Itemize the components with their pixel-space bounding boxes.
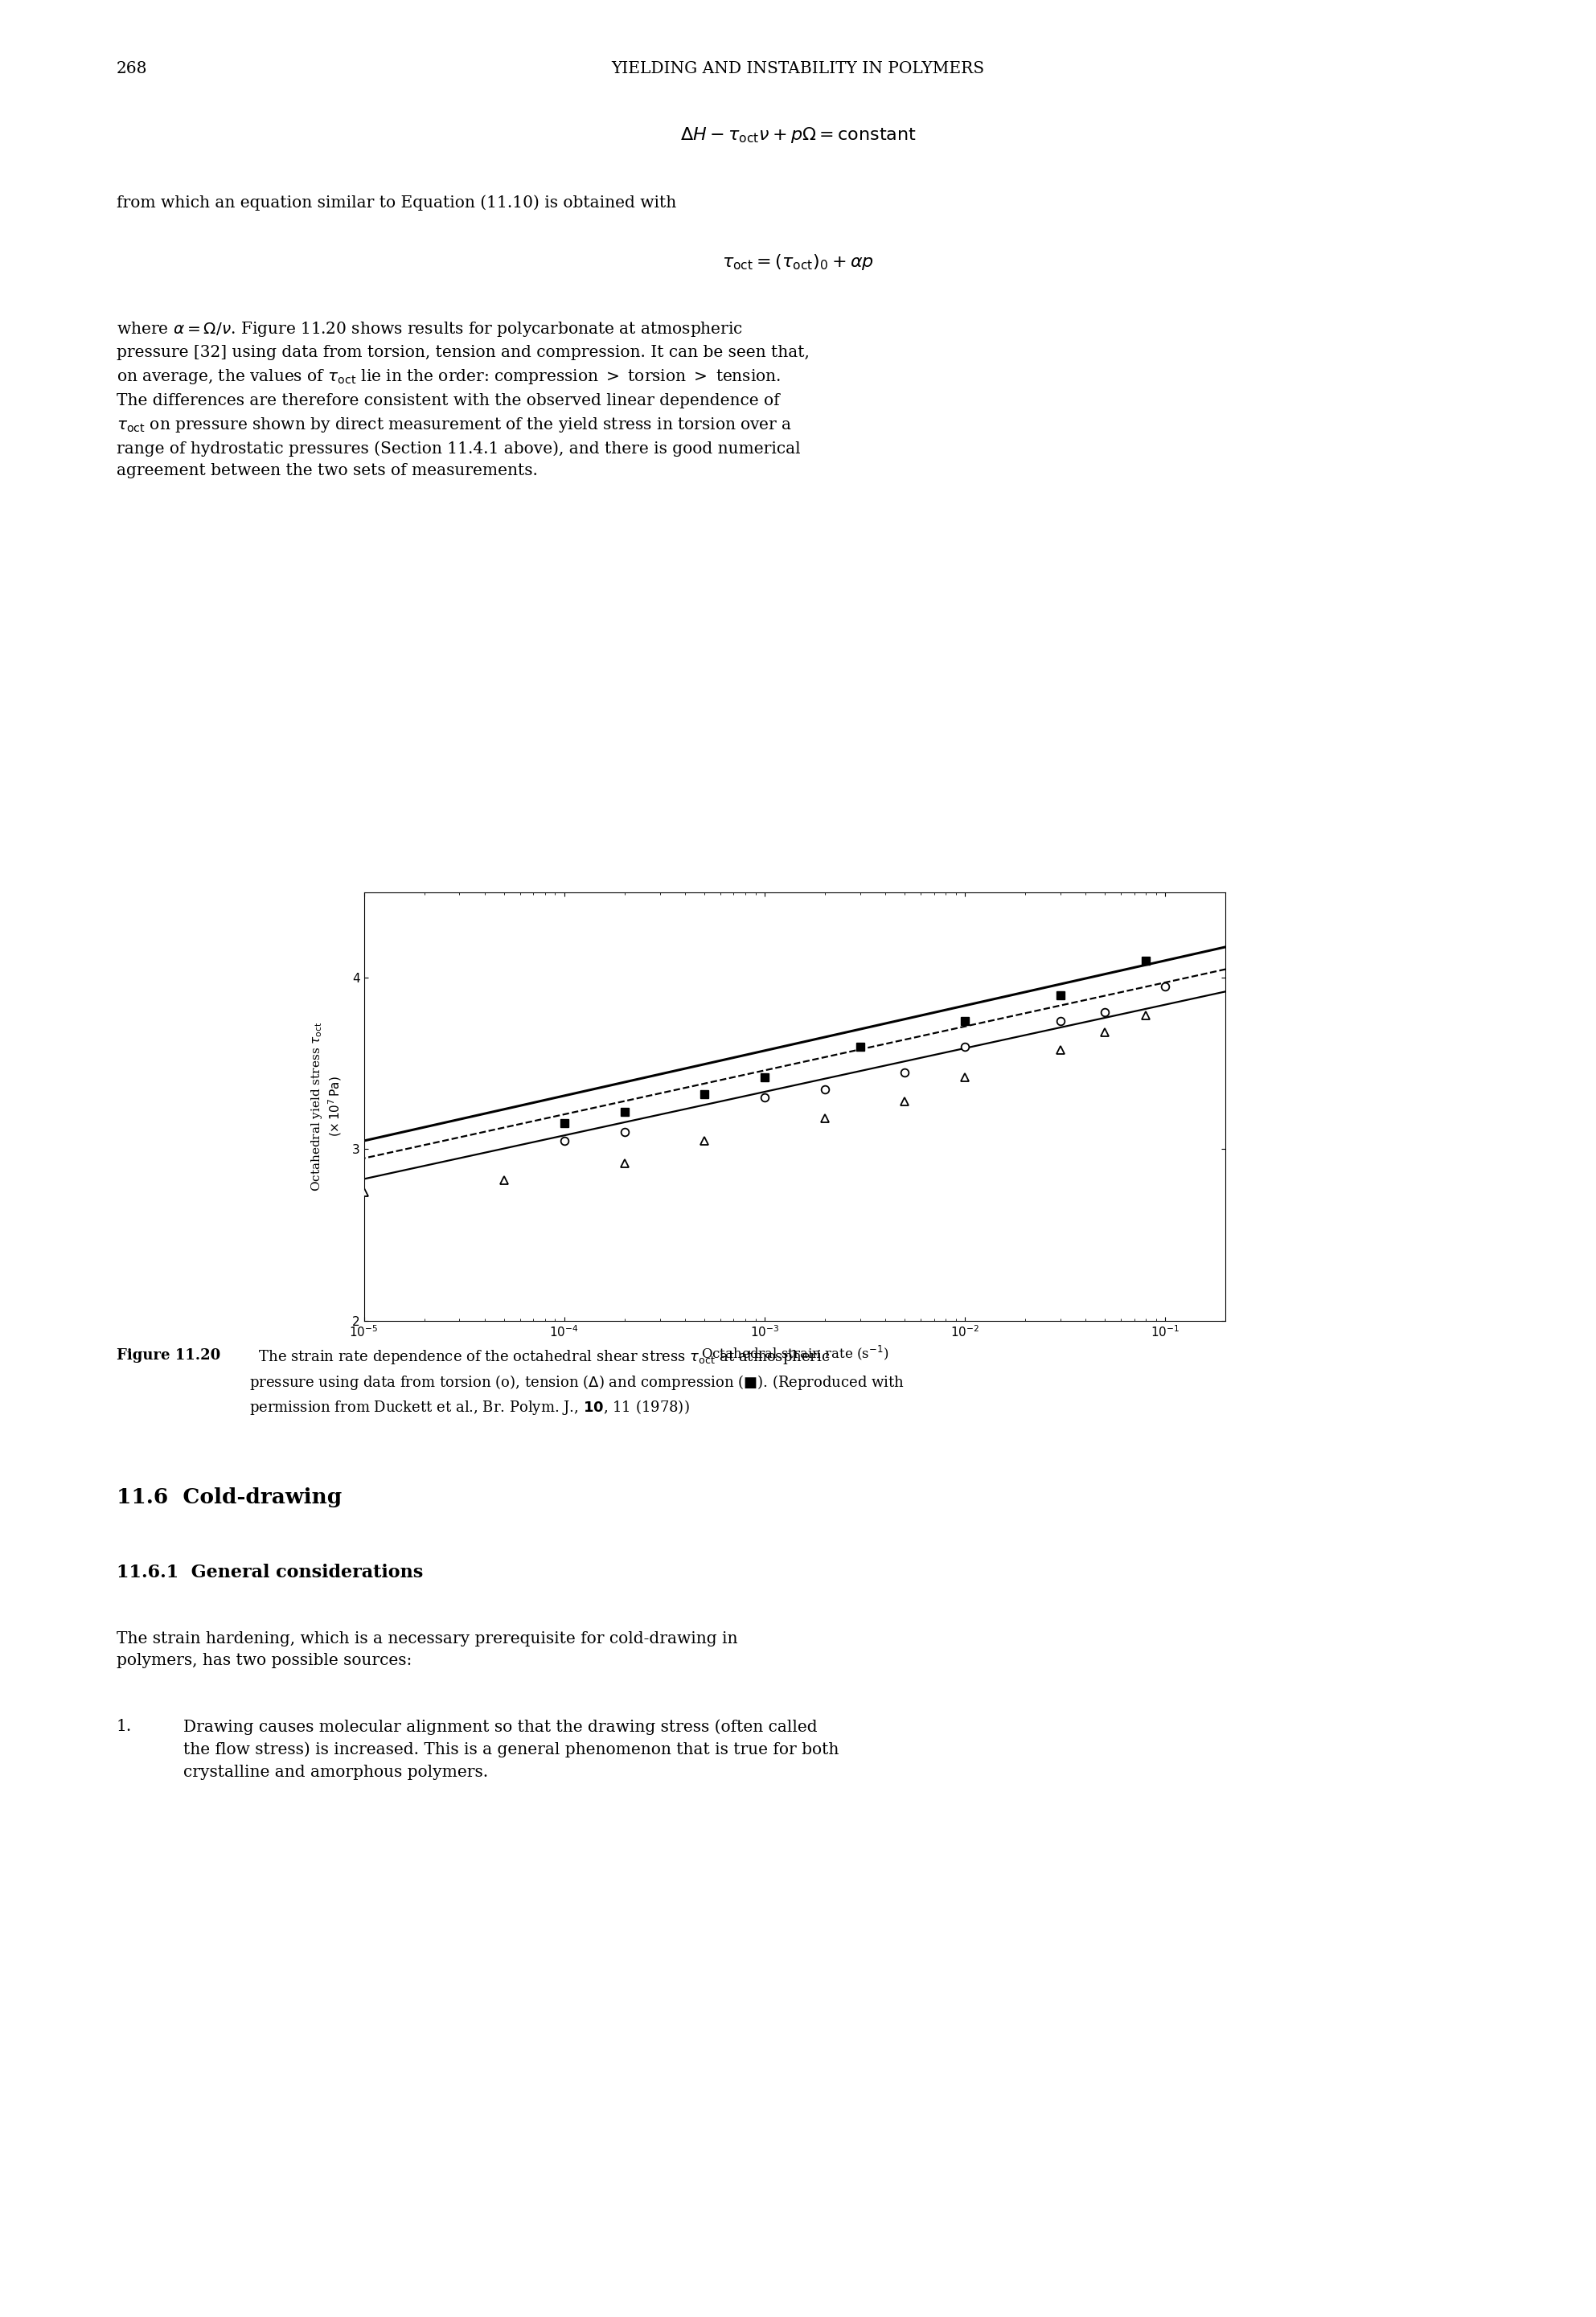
Text: from which an equation similar to Equation (11.10) is obtained with: from which an equation similar to Equati… [117,195,677,211]
Text: 1.: 1. [117,1719,132,1735]
X-axis label: Octahedral strain rate (s$^{-1}$): Octahedral strain rate (s$^{-1}$) [701,1344,889,1362]
Text: $\Delta H - \tau_{\mathrm{oct}}\nu + p\Omega = \mathrm{constant}$: $\Delta H - \tau_{\mathrm{oct}}\nu + p\O… [680,125,916,144]
Text: Drawing causes molecular alignment so that the drawing stress (often called
the : Drawing causes molecular alignment so th… [184,1719,839,1779]
Y-axis label: Octahedral yield stress $\tau_{\mathrm{oct}}$
$(\times\,10^7\,\mathrm{Pa})$: Octahedral yield stress $\tau_{\mathrm{o… [310,1022,343,1191]
Text: YIELDING AND INSTABILITY IN POLYMERS: YIELDING AND INSTABILITY IN POLYMERS [611,63,985,76]
Text: 11.6  Cold-drawing: 11.6 Cold-drawing [117,1488,342,1508]
Text: $\tau_{\mathrm{oct}} = (\tau_{\mathrm{oct}})_0 + \alpha p$: $\tau_{\mathrm{oct}} = (\tau_{\mathrm{oc… [721,253,875,271]
Text: where $\alpha = \Omega/\nu$. Figure 11.20 shows results for polycarbonate at atm: where $\alpha = \Omega/\nu$. Figure 11.2… [117,320,809,480]
Text: 268: 268 [117,63,147,76]
Text: The strain rate dependence of the octahedral shear stress $\tau_{\mathrm{oct}}$ : The strain rate dependence of the octahe… [249,1348,905,1416]
Text: The strain hardening, which is a necessary prerequisite for cold-drawing in
poly: The strain hardening, which is a necessa… [117,1631,737,1668]
Text: 11.6.1  General considerations: 11.6.1 General considerations [117,1564,423,1583]
Text: Figure 11.20: Figure 11.20 [117,1348,220,1362]
